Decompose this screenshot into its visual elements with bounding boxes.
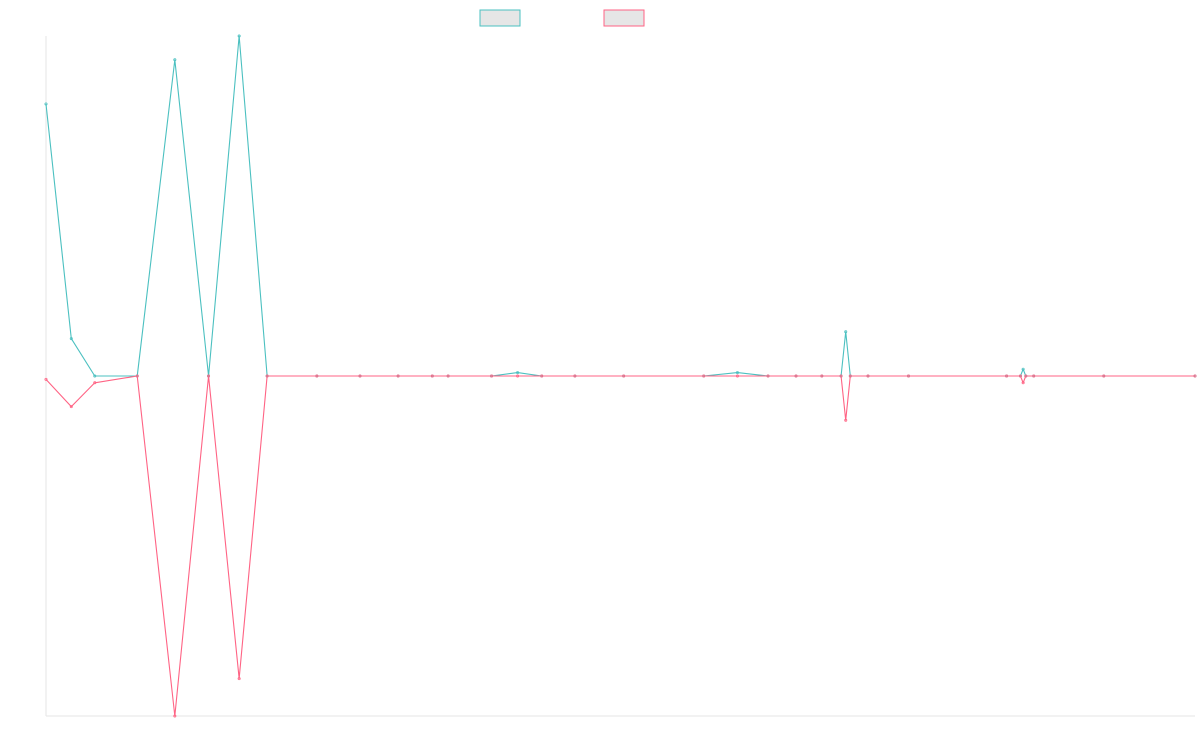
data-point-s2-5[interactable] (207, 374, 211, 378)
data-point-s2-28[interactable] (1005, 374, 1009, 378)
data-point-s1-2[interactable] (93, 374, 97, 378)
data-point-s2-12[interactable] (446, 374, 450, 378)
data-point-s1-24[interactable] (844, 330, 848, 334)
data-point-s2-6[interactable] (237, 677, 241, 681)
data-point-s1-4[interactable] (173, 58, 177, 62)
data-point-s1-14[interactable] (516, 371, 520, 375)
data-point-s2-2[interactable] (93, 381, 97, 385)
data-point-s2-11[interactable] (430, 374, 434, 378)
chart-points (44, 34, 1197, 718)
data-point-s1-0[interactable] (44, 102, 48, 106)
data-point-s1-1[interactable] (69, 337, 73, 341)
data-point-s2-3[interactable] (135, 374, 139, 378)
data-point-s2-26[interactable] (866, 374, 870, 378)
data-point-s2-33[interactable] (1102, 374, 1106, 378)
data-point-s2-8[interactable] (315, 374, 319, 378)
data-point-s2-31[interactable] (1024, 374, 1028, 378)
data-point-s1-19[interactable] (735, 371, 739, 375)
data-point-s2-14[interactable] (516, 374, 520, 378)
data-point-s2-17[interactable] (622, 374, 626, 378)
legend-swatch-2[interactable] (603, 9, 645, 27)
series-line-1 (45, 35, 1195, 377)
data-point-s2-19[interactable] (735, 374, 739, 378)
data-point-s2-32[interactable] (1032, 374, 1036, 378)
data-point-s1-30[interactable] (1021, 367, 1025, 371)
data-point-s2-4[interactable] (173, 714, 177, 718)
data-point-s2-24[interactable] (844, 418, 848, 422)
data-point-s2-7[interactable] (265, 374, 269, 378)
data-point-s2-34[interactable] (1193, 374, 1197, 378)
data-point-s2-27[interactable] (906, 374, 910, 378)
chart-series (45, 35, 1195, 717)
data-point-s2-10[interactable] (396, 374, 400, 378)
data-point-s1-6[interactable] (237, 34, 241, 38)
data-point-s2-29[interactable] (1018, 374, 1022, 378)
series-line-2 (45, 375, 1195, 717)
chart-axes (45, 36, 1195, 717)
chart-legend[interactable] (479, 9, 645, 27)
data-point-s2-13[interactable] (490, 374, 494, 378)
data-point-s2-20[interactable] (766, 374, 770, 378)
data-point-s2-30[interactable] (1021, 381, 1025, 385)
data-point-s2-23[interactable] (839, 374, 843, 378)
data-point-s2-1[interactable] (69, 405, 73, 409)
data-point-s2-9[interactable] (358, 374, 362, 378)
data-point-s2-18[interactable] (702, 374, 706, 378)
data-point-s2-22[interactable] (820, 374, 824, 378)
legend-swatch-1[interactable] (479, 9, 521, 27)
data-point-s2-16[interactable] (573, 374, 577, 378)
data-point-s2-0[interactable] (44, 377, 48, 381)
data-point-s2-15[interactable] (540, 374, 544, 378)
data-point-s2-25[interactable] (848, 374, 852, 378)
data-point-s2-21[interactable] (794, 374, 798, 378)
